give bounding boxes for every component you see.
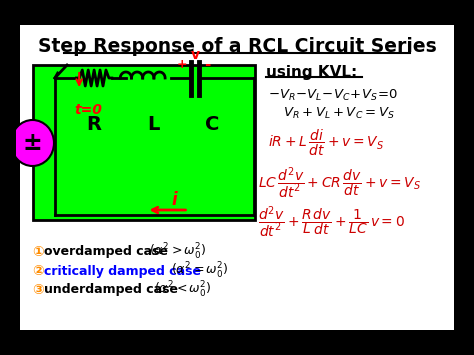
Text: critically damped case: critically damped case (44, 264, 205, 278)
Circle shape (11, 120, 54, 166)
Text: $(\alpha^2 > \omega_0^2)$: $(\alpha^2 > \omega_0^2)$ (149, 242, 207, 262)
Text: $iR + L\,\dfrac{di}{dt} + v = V_S$: $iR + L\,\dfrac{di}{dt} + v = V_S$ (268, 128, 384, 158)
Text: t=0: t=0 (74, 103, 102, 117)
Text: $LC\,\dfrac{d^2v}{dt^2} + CR\,\dfrac{dv}{dt} + v = V_S$: $LC\,\dfrac{d^2v}{dt^2} + CR\,\dfrac{dv}… (258, 165, 421, 201)
Text: v: v (191, 48, 200, 62)
Text: using KVL:: using KVL: (266, 65, 357, 80)
Text: ②: ② (33, 264, 44, 278)
Text: -: - (204, 58, 210, 72)
Text: i: i (172, 191, 177, 209)
Text: underdamped case: underdamped case (44, 284, 182, 296)
Text: ③: ③ (33, 283, 44, 297)
Text: $\dfrac{d^2v}{dt^2} + \dfrac{R}{L}\dfrac{dv}{dt} + \dfrac{1}{LC}\,v = 0$: $\dfrac{d^2v}{dt^2} + \dfrac{R}{L}\dfrac… (258, 204, 406, 240)
Text: $-V_R\!-\!V_L\!-\!V_C\!+\!V_S\!=\!0$: $-V_R\!-\!V_L\!-\!V_C\!+\!V_S\!=\!0$ (268, 87, 398, 103)
FancyBboxPatch shape (20, 25, 454, 330)
Text: L: L (148, 115, 160, 135)
Text: ①: ① (33, 245, 44, 259)
Text: ±: ± (23, 131, 42, 155)
Text: $V_R + V_L + V_C = V_S$: $V_R + V_L + V_C = V_S$ (283, 105, 394, 121)
Text: R: R (87, 115, 101, 135)
Text: $(\alpha^2 < \omega_0^2)$: $(\alpha^2 < \omega_0^2)$ (154, 280, 211, 300)
Text: C: C (205, 115, 219, 135)
Text: Step Response of a RCL Circuit Series: Step Response of a RCL Circuit Series (37, 38, 437, 56)
Text: overdamped case: overdamped case (44, 246, 172, 258)
Text: +: + (177, 59, 187, 71)
Text: $(\alpha^2 = \omega_0^2)$: $(\alpha^2 = \omega_0^2)$ (171, 261, 228, 281)
FancyBboxPatch shape (33, 65, 255, 220)
